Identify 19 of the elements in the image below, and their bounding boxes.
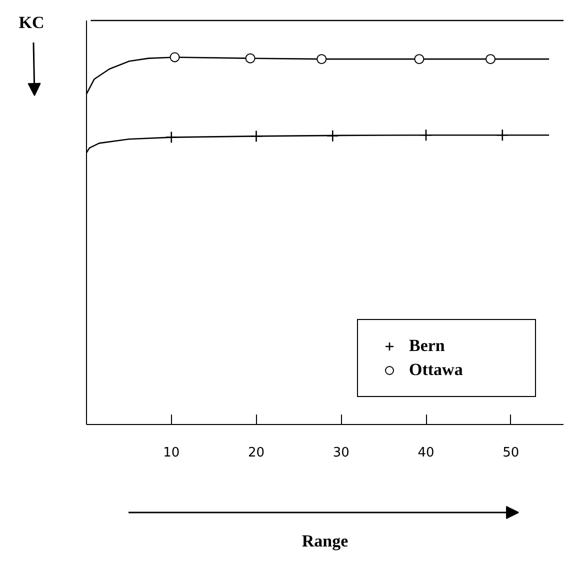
- point: [245, 53, 256, 64]
- y-axis-title: KC: [18, 13, 44, 32]
- x-tick-label: 40: [418, 446, 434, 460]
- x-tick-label: 50: [502, 446, 520, 460]
- point: [165, 131, 178, 144]
- legend-label: Bern: [409, 336, 446, 356]
- point: [496, 128, 509, 142]
- point: [486, 54, 496, 64]
- x-tick-label: 30: [332, 446, 350, 460]
- point: [414, 54, 424, 64]
- x-axis-title: Range: [302, 532, 349, 550]
- x-tick-label: 20: [248, 446, 265, 460]
- point: [250, 130, 262, 142]
- x-tick-label: 10: [163, 446, 180, 460]
- point: [326, 130, 339, 142]
- point: [316, 54, 327, 64]
- point: [170, 52, 180, 62]
- point: [420, 128, 432, 142]
- legend-label: Ottawa: [409, 360, 464, 380]
